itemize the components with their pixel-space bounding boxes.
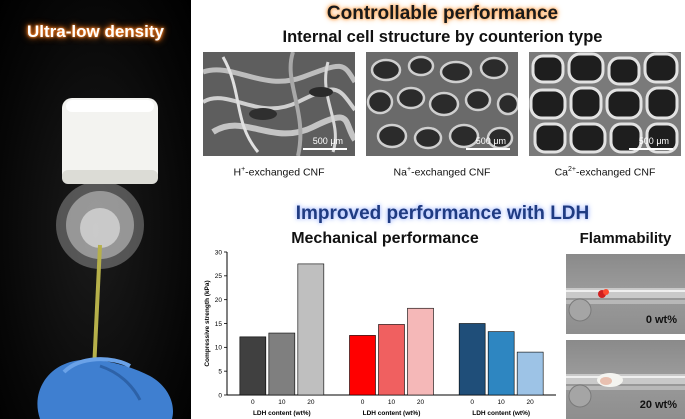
page-title: Controllable performance: [326, 3, 559, 24]
bar: [487, 331, 515, 396]
bar: [349, 335, 376, 396]
x-tick-label: 0: [470, 399, 474, 406]
x-tick-label: 0: [251, 399, 255, 406]
bar: [407, 307, 434, 396]
scale-label: 500 μm: [475, 136, 506, 146]
bar: [239, 336, 267, 396]
flammability-label-0: 0 wt%: [645, 314, 677, 326]
compressive-strength-chart: Compressive strength (kPa) 0 5 10 15 20 25 30 0 1…: [204, 249, 556, 417]
aerogel-block: [62, 98, 158, 184]
scale-label: 500 μm: [638, 136, 669, 146]
y-tick-label: 0: [218, 392, 222, 399]
aerogel-on-dandelion-photo: [37, 98, 174, 419]
y-tick-label: 30: [215, 249, 223, 256]
y-tick-label: 20: [215, 297, 223, 304]
scale-bar: [466, 148, 510, 150]
bar: [378, 324, 405, 396]
dandelion-stem: [92, 244, 102, 371]
y-tick-label: 5: [218, 368, 222, 375]
scale-bar: [629, 148, 673, 150]
x-tick-label: 10: [388, 399, 396, 406]
x-tick-label: 20: [307, 399, 315, 406]
y-tick-label: 10: [215, 345, 223, 352]
x-tick-label: 20: [527, 399, 535, 406]
gloved-hand: [37, 357, 174, 419]
x-axis-label: LDH content (wt%): [472, 410, 530, 417]
x-axis-label: LDH content (wt%): [363, 410, 421, 417]
y-axis-label: Compressive strength (kPa): [204, 280, 211, 366]
flammability-photo-20: 20 wt%: [566, 340, 685, 419]
bar: [516, 351, 544, 396]
dandelion-head: [56, 181, 144, 269]
scale-label: 500 μm: [312, 136, 343, 146]
x-tick-label: 10: [498, 399, 506, 406]
photo-title: Ultra-low density: [27, 22, 164, 41]
bar: [458, 323, 486, 396]
photo-panel: Ultra-low density: [0, 0, 191, 419]
sem-caption-ca: Ca2+-exchanged CNF: [554, 166, 656, 179]
mechanical-title: Mechanical performance: [291, 230, 479, 247]
x-axis-label: LDH content (wt%): [253, 410, 311, 417]
bar: [268, 332, 296, 396]
x-tick-label: 10: [278, 399, 286, 406]
flammability-label-20: 20 wt%: [639, 399, 677, 411]
x-tick-label: 0: [361, 399, 365, 406]
bar: [297, 263, 325, 396]
sem-image-ca: 500 μm: [529, 52, 681, 156]
flammability-photo-0: 0 wt%: [566, 254, 685, 334]
section-subtitle: Internal cell structure by counterion ty…: [282, 28, 603, 46]
sem-image-h: 500 μm: [203, 52, 355, 156]
y-tick-label: 15: [215, 321, 223, 328]
ldh-section-title: Improved performance with LDH: [295, 203, 590, 224]
sem-image-na: 500 μm: [366, 52, 518, 156]
y-tick-label: 25: [215, 273, 223, 280]
scale-bar: [303, 148, 347, 150]
sem-caption-h: H+-exchanged CNF: [233, 166, 325, 179]
x-tick-label: 20: [417, 399, 425, 406]
sem-caption-na: Na+-exchanged CNF: [393, 166, 491, 179]
flammability-title: Flammability: [579, 230, 672, 247]
